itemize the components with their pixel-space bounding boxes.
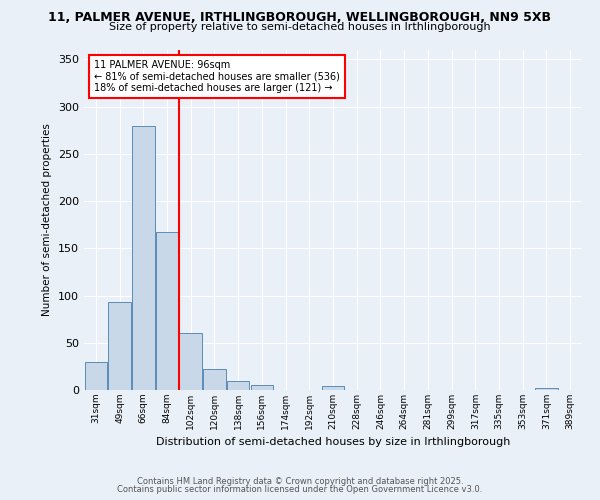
Bar xyxy=(535,388,557,390)
Bar xyxy=(203,369,226,390)
X-axis label: Distribution of semi-detached houses by size in Irthlingborough: Distribution of semi-detached houses by … xyxy=(156,438,510,448)
Bar xyxy=(179,334,202,390)
Text: Contains public sector information licensed under the Open Government Licence v3: Contains public sector information licen… xyxy=(118,485,482,494)
Text: 11 PALMER AVENUE: 96sqm
← 81% of semi-detached houses are smaller (536)
18% of s: 11 PALMER AVENUE: 96sqm ← 81% of semi-de… xyxy=(94,60,340,94)
Bar xyxy=(156,232,178,390)
Bar xyxy=(132,126,155,390)
Y-axis label: Number of semi-detached properties: Number of semi-detached properties xyxy=(43,124,52,316)
Bar xyxy=(109,302,131,390)
Bar xyxy=(85,362,107,390)
Bar xyxy=(251,386,273,390)
Text: Contains HM Land Registry data © Crown copyright and database right 2025.: Contains HM Land Registry data © Crown c… xyxy=(137,477,463,486)
Text: Size of property relative to semi-detached houses in Irthlingborough: Size of property relative to semi-detach… xyxy=(109,22,491,32)
Bar xyxy=(322,386,344,390)
Text: 11, PALMER AVENUE, IRTHLINGBOROUGH, WELLINGBOROUGH, NN9 5XB: 11, PALMER AVENUE, IRTHLINGBOROUGH, WELL… xyxy=(49,11,551,24)
Bar xyxy=(227,380,250,390)
